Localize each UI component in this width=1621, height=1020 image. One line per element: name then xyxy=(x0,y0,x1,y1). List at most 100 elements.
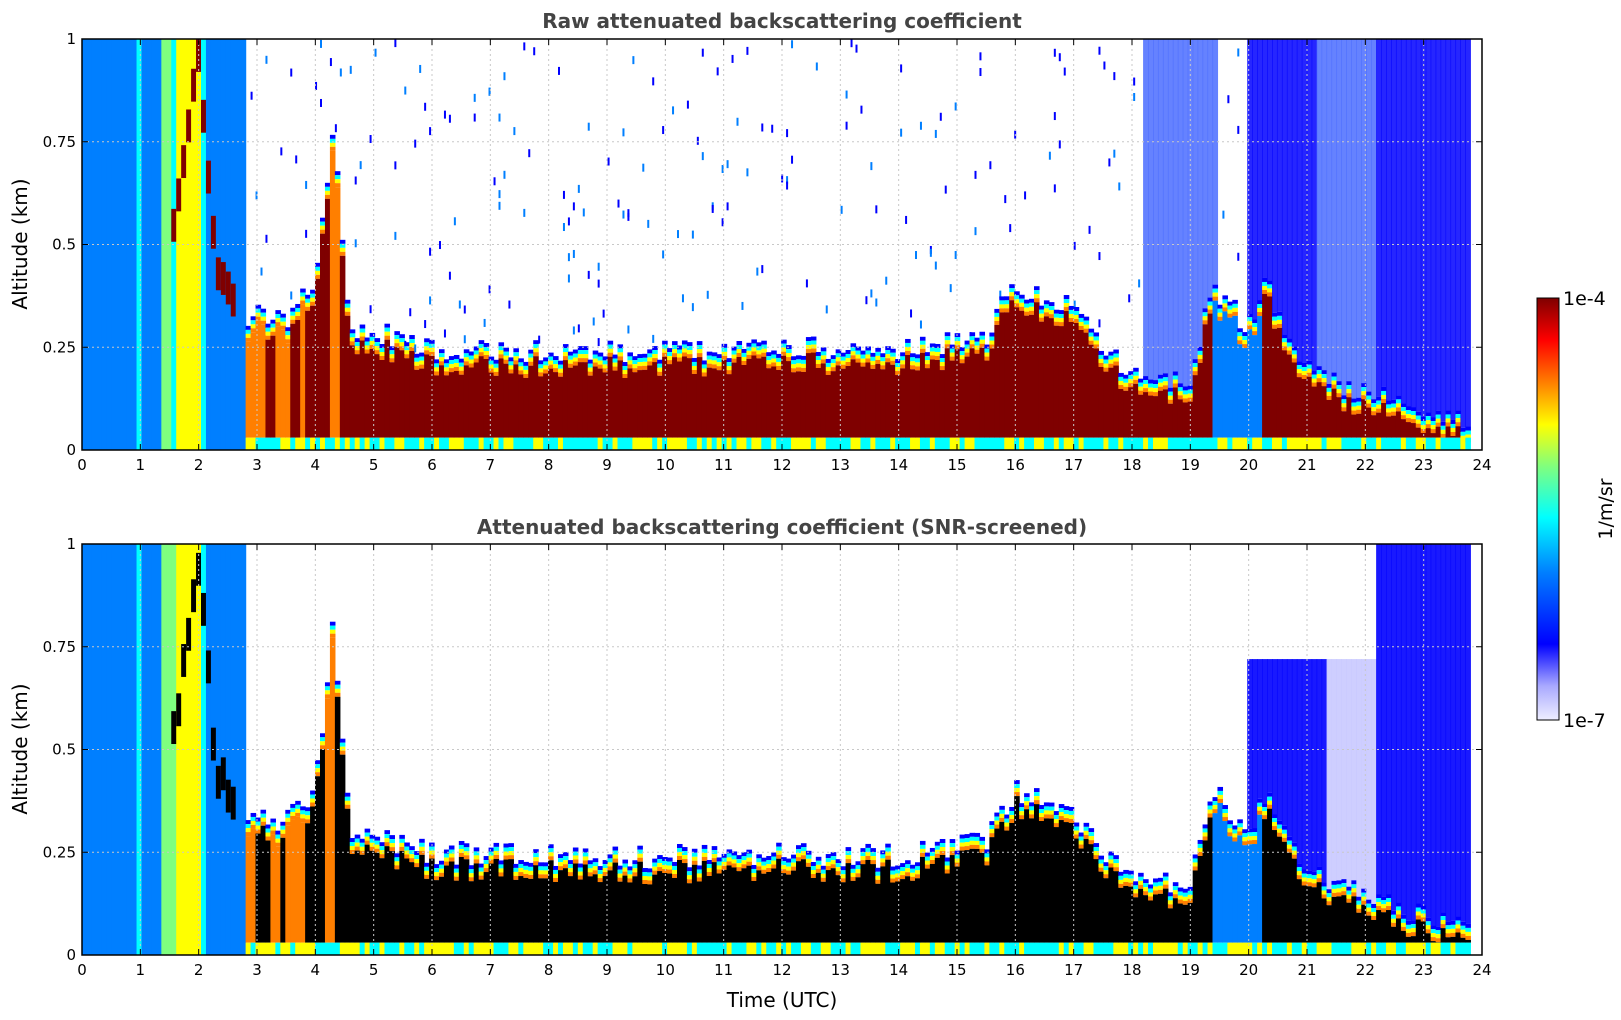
heat-cell xyxy=(1326,391,1333,396)
heat-cell xyxy=(1118,372,1124,377)
heat-cell xyxy=(1341,883,1347,888)
heat-cell xyxy=(721,164,724,173)
heat-cell xyxy=(726,358,733,363)
heat-cell xyxy=(1316,366,1323,371)
heat-cell xyxy=(344,303,351,308)
heat-cell xyxy=(146,39,153,450)
heat-cell xyxy=(746,853,752,858)
heat-cell xyxy=(840,368,847,438)
heat-cell xyxy=(260,809,267,814)
heat-cell xyxy=(1029,942,1035,955)
heat-cell xyxy=(905,215,908,224)
heat-cell xyxy=(1272,818,1278,823)
heat-cell xyxy=(657,437,663,450)
heat-cell xyxy=(1316,882,1323,943)
heat-cell xyxy=(622,369,629,374)
heat-cell xyxy=(1138,880,1144,885)
heat-cell xyxy=(1410,411,1417,416)
heat-cell xyxy=(766,856,772,861)
heat-cell xyxy=(265,840,272,943)
heat-cell xyxy=(1128,882,1134,887)
heat-cell xyxy=(275,842,281,847)
heat-cell xyxy=(1148,900,1154,943)
heat-cell xyxy=(1361,942,1367,955)
heat-cell xyxy=(1128,870,1134,875)
heat-cell xyxy=(354,239,357,248)
heat-cell xyxy=(910,880,916,943)
heat-cell xyxy=(404,86,407,95)
heat-cell xyxy=(498,876,505,943)
heat-cell xyxy=(890,437,896,450)
heat-cell xyxy=(726,366,733,371)
heat-cell xyxy=(577,362,584,438)
heat-cell xyxy=(870,852,876,857)
heat-cell xyxy=(210,727,217,761)
heat-cell xyxy=(1296,942,1303,955)
heat-cell xyxy=(1034,290,1040,295)
heat-cell xyxy=(716,857,723,862)
heat-cell xyxy=(1143,380,1149,385)
heat-cell xyxy=(96,39,103,450)
heat-cell xyxy=(761,869,767,874)
heat-cell xyxy=(329,150,336,438)
heat-cell xyxy=(260,821,267,826)
heat-cell xyxy=(761,356,767,438)
heat-cell xyxy=(865,437,871,450)
heat-cell xyxy=(1450,920,1457,925)
heat-cell xyxy=(1058,326,1065,438)
heat-cell xyxy=(1301,437,1308,450)
heat-cell xyxy=(334,124,337,133)
heat-cell xyxy=(766,872,772,943)
heat-cell xyxy=(538,866,544,871)
heat-cell xyxy=(1162,381,1169,386)
heat-cell xyxy=(186,617,192,651)
heat-cell xyxy=(468,355,475,360)
heat-cell xyxy=(954,349,961,438)
heat-cell xyxy=(1232,299,1238,304)
heat-cell xyxy=(1068,806,1075,811)
heat-cell xyxy=(260,813,267,818)
heat-cell xyxy=(736,340,743,345)
heat-cell xyxy=(538,372,544,377)
colorbar-max-label: 1e-4 xyxy=(1563,288,1606,310)
heat-cell xyxy=(791,854,797,859)
heat-cell xyxy=(1391,918,1397,923)
heat-cell xyxy=(771,868,777,943)
heat-cell xyxy=(1331,380,1338,385)
heat-cell xyxy=(1103,942,1109,955)
heat-cell xyxy=(1386,942,1392,955)
heat-cell xyxy=(602,872,609,877)
heat-cell xyxy=(850,864,857,869)
heat-cell xyxy=(453,864,460,869)
heat-cell xyxy=(498,201,501,210)
heat-cell xyxy=(1073,822,1080,827)
heat-cell xyxy=(1430,429,1437,434)
heat-cell xyxy=(612,366,619,371)
heat-cell xyxy=(984,861,990,866)
heat-cell xyxy=(443,363,450,368)
heat-cell xyxy=(443,359,450,364)
heat-cell xyxy=(320,745,326,750)
heat-cell xyxy=(820,865,827,870)
heat-cell xyxy=(533,352,539,357)
heat-cell xyxy=(394,39,397,48)
heat-cell xyxy=(1247,836,1253,841)
heat-cell xyxy=(558,858,564,863)
heat-cell xyxy=(746,354,752,359)
heat-cell xyxy=(910,872,916,877)
heat-cell xyxy=(1029,310,1035,315)
heat-cell xyxy=(860,354,867,359)
heat-cell xyxy=(1455,920,1462,925)
heat-cell xyxy=(478,352,485,357)
heat-cell xyxy=(582,848,589,853)
heat-cell xyxy=(919,942,926,955)
heat-cell xyxy=(334,187,341,438)
heat-cell xyxy=(905,872,911,877)
heat-cell xyxy=(706,867,713,872)
heat-cell xyxy=(1182,900,1189,905)
heat-cell xyxy=(1118,879,1124,884)
heat-cell xyxy=(1356,409,1362,414)
heat-cell xyxy=(344,808,351,943)
heat-cell xyxy=(1237,125,1240,134)
heat-cell xyxy=(1440,429,1447,434)
